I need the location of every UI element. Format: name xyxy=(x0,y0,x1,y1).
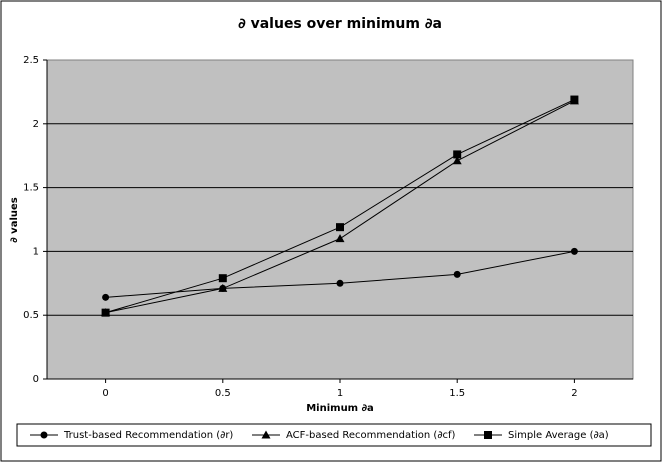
x-tick-label: 1 xyxy=(337,388,343,399)
y-tick-label: 0 xyxy=(33,374,39,385)
data-point xyxy=(453,150,462,159)
data-point xyxy=(336,279,344,287)
plot-area xyxy=(46,59,634,380)
data-point xyxy=(102,293,110,301)
y-tick-label: 1 xyxy=(33,246,39,257)
data-point xyxy=(335,234,345,243)
legend-label: ACF-based Recommendation (∂cf) xyxy=(286,430,456,441)
data-point xyxy=(101,308,110,317)
x-tick-label: 0.5 xyxy=(215,388,231,399)
y-tick-label: 2.5 xyxy=(23,55,39,66)
y-tick-label: 0.5 xyxy=(23,310,39,321)
legend-label: Simple Average (∂a) xyxy=(508,430,609,441)
data-point xyxy=(452,156,462,165)
legend-marker xyxy=(261,430,271,439)
legend-label: Trust-based Recommendation (∂r) xyxy=(63,430,233,441)
legend-marker xyxy=(484,431,492,439)
x-tick-label: 1.5 xyxy=(449,388,465,399)
y-tick-label: 1.5 xyxy=(23,183,39,194)
data-point xyxy=(336,223,344,232)
data-point xyxy=(570,247,578,255)
y-tick-label: 2 xyxy=(33,119,39,130)
data-point xyxy=(570,95,579,104)
legend xyxy=(16,423,652,447)
x-tick-label: 0 xyxy=(102,388,108,399)
data-point xyxy=(218,283,228,292)
data-point xyxy=(453,270,461,278)
x-axis-title: Minimum ∂a xyxy=(306,403,374,414)
y-axis-title: ∂ values xyxy=(9,197,20,243)
x-tick-label: 2 xyxy=(571,388,577,399)
chart-title: ∂ values over minimum ∂a xyxy=(238,16,442,32)
data-point xyxy=(218,274,227,283)
legend-marker xyxy=(40,431,48,439)
